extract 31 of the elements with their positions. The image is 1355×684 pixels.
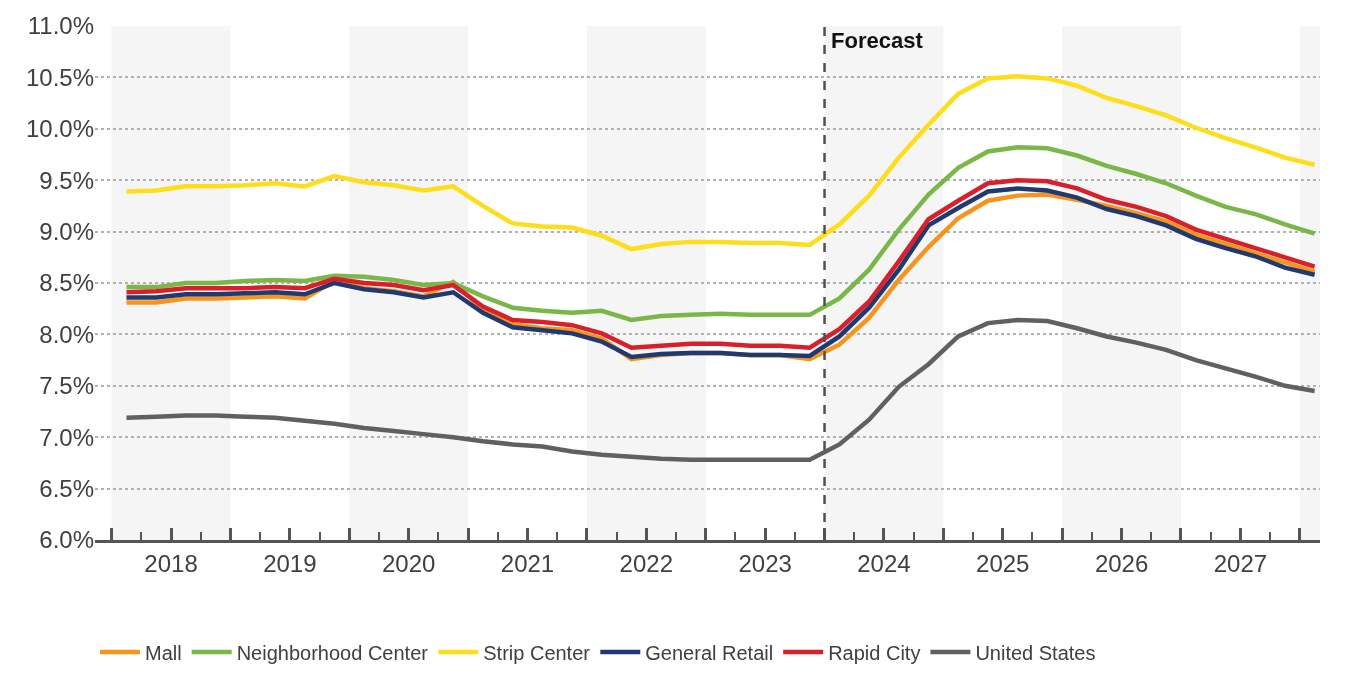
y-tick-label: 6.5% [39, 475, 94, 502]
y-tick-label: 9.0% [39, 218, 94, 245]
x-tick-label: 2023 [738, 549, 792, 577]
y-tick-label: 8.0% [39, 320, 94, 348]
y-tick-label: 7.0% [39, 423, 94, 451]
y-tick-label: 8.5% [39, 269, 94, 297]
line-series [124, 317, 1317, 463]
x-tick-label: 2022 [619, 549, 674, 577]
y-tick-label: 7.5% [39, 372, 94, 400]
x-tick-label: 2026 [1094, 549, 1149, 577]
legend-label: Rapid City [828, 641, 921, 664]
x-tick-label: 2020 [381, 549, 436, 577]
legend-label: General Retail [645, 641, 774, 664]
x-tick-label: 2018 [144, 549, 198, 577]
y-tick-label: 6.0% [39, 526, 94, 554]
y-tick-label: 10.0% [25, 115, 94, 143]
x-tick-label: 2024 [857, 549, 911, 577]
y-tick-label: 11.0% [27, 12, 94, 40]
ref-line-label: Forecast [831, 28, 924, 53]
x-tick-label: 2027 [1213, 549, 1268, 577]
legend-label: Neighborhood Center [236, 641, 429, 664]
legend-label: Mall [145, 641, 182, 664]
line-series [124, 74, 1317, 252]
legend-label: United States [975, 641, 1096, 664]
x-tick-label: 2021 [500, 549, 555, 577]
x-tick-label: 2019 [263, 549, 317, 577]
y-tick-label: 10.5% [25, 63, 94, 91]
line-series [124, 145, 1317, 323]
x-tick-label: 2025 [976, 549, 1030, 577]
legend-label: Strip Center [483, 641, 591, 664]
y-tick-label: 9.5% [39, 166, 94, 194]
